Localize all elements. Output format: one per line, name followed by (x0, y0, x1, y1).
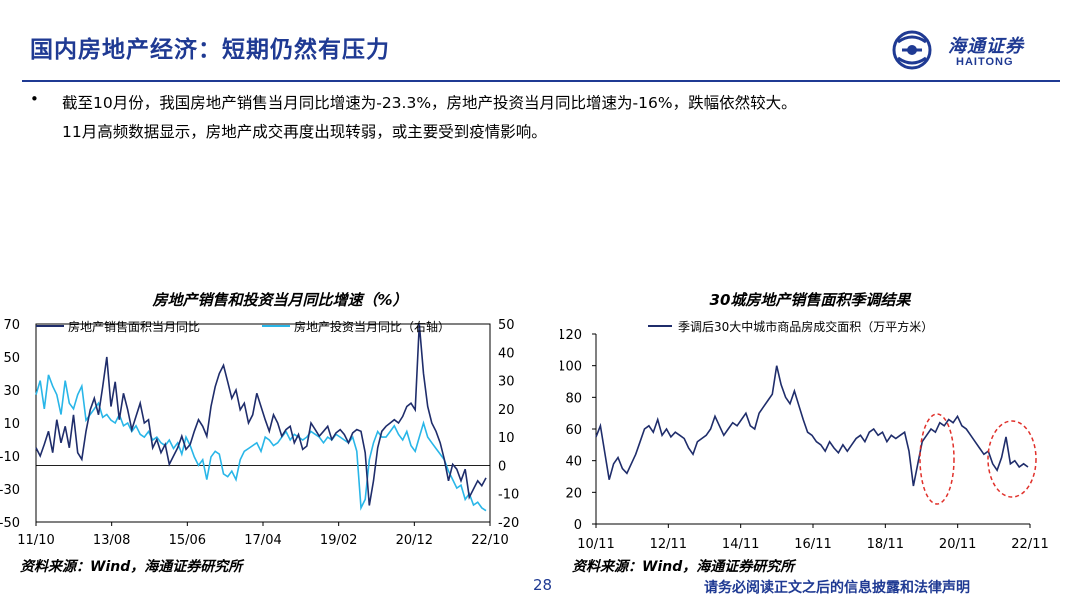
y-tick-label: 40 (565, 455, 582, 470)
left-source-note: 资料来源：Wind，海通证券研究所 (20, 559, 243, 575)
y-tick-label: 20 (565, 486, 582, 501)
x-tick-label: 19/02 (320, 533, 357, 548)
y-tick-label: 0 (574, 518, 582, 533)
x-tick-label: 12/11 (650, 537, 687, 550)
haitong-logo (892, 30, 932, 70)
right-chart-title: 30城房地产销售面积季调结果 (709, 291, 911, 309)
left-y-tick-label: 50 (3, 351, 20, 366)
series-sales-line (35, 323, 487, 506)
legend-label-sales: 房地产销售面积当月同比 (68, 319, 200, 334)
x-tick-label: 14/11 (722, 537, 759, 550)
x-tick-label: 16/11 (794, 537, 831, 550)
y-tick-label: 100 (560, 360, 582, 375)
body-line-1: 截至10月份，我国房地产销售当月同比增速为-23.3%，房地产投资当月同比增速为… (62, 94, 797, 112)
series-investment-line (35, 374, 487, 512)
body-paragraph: 截至10月份，我国房地产销售当月同比增速为-23.3%，房地产投资当月同比增速为… (62, 89, 1062, 147)
x-tick-label: 22/10 (471, 533, 508, 548)
y-tick-label: 80 (565, 391, 582, 406)
x-tick-label: 20/11 (939, 537, 976, 550)
right-y-tick-label: 10 (498, 431, 515, 446)
highlight-circle-2020 (919, 413, 955, 505)
y-tick-label: 120 (560, 328, 582, 343)
left-y-tick-label: 30 (3, 384, 20, 399)
x-tick-label: 11/10 (17, 533, 54, 548)
x-tick-label: 10/11 (577, 537, 614, 550)
left-y-tick-label: -10 (0, 450, 20, 465)
right-y-tick-label: -20 (498, 516, 519, 531)
highlight-circle-2022 (987, 420, 1037, 498)
left-y-tick-label: -50 (0, 516, 20, 531)
x-tick-label: 13/08 (93, 533, 130, 548)
left-y-tick-label: 10 (3, 417, 20, 432)
x-tick-label: 20/12 (396, 533, 433, 548)
right-y-tick-label: 20 (498, 403, 515, 418)
right-y-tick-label: -10 (498, 488, 519, 503)
left-chart: 70 50 30 10 -10 -30 -50 50 40 30 20 10 0 -10 -20 11/10 1… (0, 318, 519, 548)
logo-text-cn: 海通证券 (948, 36, 1024, 57)
x-tick-label: 17/04 (244, 533, 281, 548)
left-y-tick-label: -30 (0, 483, 20, 498)
legal-disclaimer: 请务必阅读正文之后的信息披露和法律声明 (704, 580, 970, 596)
right-source-note: 资料来源：Wind，海通证券研究所 (572, 559, 795, 575)
left-chart-title: 房地产销售和投资当月同比增速（%） (152, 291, 408, 309)
series-sales-area-line (595, 365, 1029, 487)
right-y-tick-label: 50 (498, 318, 515, 333)
right-y-tick-label: 0 (498, 459, 506, 474)
right-chart: 120 100 80 60 40 20 0 10/11 12/11 14/11 16/11 18/11… (560, 319, 1049, 550)
title-divider (22, 80, 1060, 82)
body-line-2: 11月高频数据显示，房地产成交再度出现转弱，或主要受到疫情影响。 (62, 123, 547, 141)
right-y-tick-label: 40 (498, 346, 515, 361)
x-tick-label: 18/11 (867, 537, 904, 550)
right-y-tick-label: 30 (498, 375, 515, 390)
page-number: 28 (533, 576, 553, 594)
x-tick-label: 22/11 (1011, 537, 1048, 550)
legend-label: 季调后30大中城市商品房成交面积（万平方米） (678, 319, 933, 334)
y-tick-label: 60 (565, 423, 582, 438)
bullet-marker: • (30, 90, 39, 108)
legend-label-investment: 房地产投资当月同比（右轴） (294, 319, 450, 334)
logo-text-en: HAITONG (956, 56, 1014, 68)
page-title: 国内房地产经济：短期仍然有压力 (30, 37, 390, 63)
left-y-tick-label: 70 (3, 318, 20, 333)
x-tick-label: 15/06 (169, 533, 206, 548)
